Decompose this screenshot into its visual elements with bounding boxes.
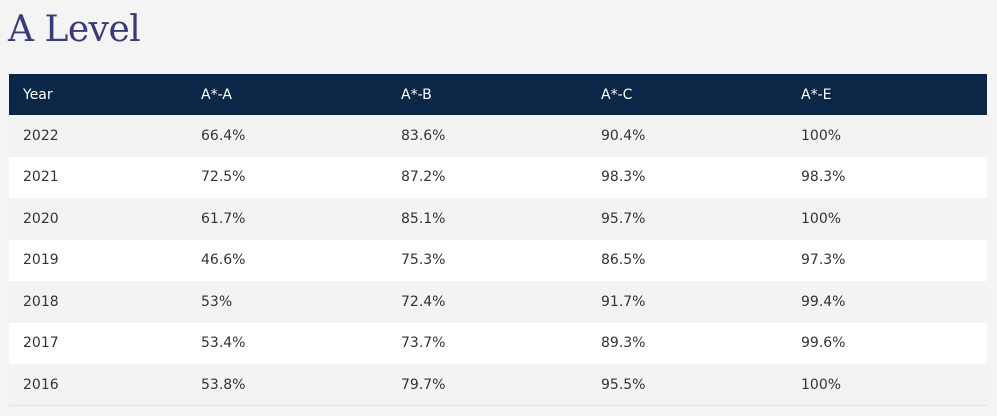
table-row: 2016 53.8% 79.7% 95.5% 100% — [9, 364, 987, 406]
cell-a-star-e: 100% — [801, 210, 842, 227]
cell-year: 2016 — [9, 364, 187, 406]
table-row: 2022 66.4% 83.6% 90.4% 100% — [9, 115, 987, 157]
header-a-star-b: A*-B — [401, 86, 432, 103]
cell-a-star-e: 97.3% — [801, 252, 846, 269]
cell-a-star-a: 53.4% — [201, 335, 246, 352]
cell-a-star-e: 98.3% — [801, 169, 846, 186]
cell-a-star-b: 75.3% — [401, 252, 446, 269]
cell-a-star-b: 83.6% — [401, 127, 446, 144]
cell-a-star-e: 100% — [801, 127, 842, 144]
header-year: Year — [23, 86, 53, 103]
table-body: 2022 66.4% 83.6% 90.4% 100% 2021 72.5% 8… — [9, 115, 987, 406]
cell-a-star-e: 100% — [787, 364, 987, 406]
cell-a-star-c: 98.3% — [601, 169, 646, 186]
cell-a-star-b: 85.1% — [401, 210, 446, 227]
cell-a-star-a: 72.5% — [201, 169, 246, 186]
cell-a-star-c: 95.7% — [601, 210, 646, 227]
cell-year: 2021 — [23, 169, 59, 186]
cell-a-star-e: 99.4% — [801, 293, 846, 310]
table-row: 2018 53% 72.4% 91.7% 99.4% — [9, 281, 987, 323]
cell-year: 2020 — [23, 210, 59, 227]
cell-a-star-b: 87.2% — [401, 169, 446, 186]
cell-a-star-b: 79.7% — [387, 364, 587, 406]
table-row: 2020 61.7% 85.1% 95.7% 100% — [9, 198, 987, 240]
cell-a-star-c: 95.5% — [587, 364, 787, 406]
cell-a-star-a: 53% — [201, 293, 233, 310]
header-a-star-e: A*-E — [801, 86, 832, 103]
cell-a-star-c: 89.3% — [601, 335, 646, 352]
cell-a-star-a: 66.4% — [201, 127, 246, 144]
cell-year: 2017 — [23, 335, 59, 352]
table-row: 2019 46.6% 75.3% 86.5% 97.3% — [9, 239, 987, 281]
cell-a-star-a: 53.8% — [187, 364, 387, 406]
cell-year: 2019 — [23, 252, 59, 269]
header-a-star-c: A*-C — [601, 86, 633, 103]
cell-year: 2022 — [23, 127, 59, 144]
cell-a-star-c: 86.5% — [601, 252, 646, 269]
header-a-star-a: A*-A — [201, 86, 232, 103]
cell-a-star-b: 73.7% — [401, 335, 446, 352]
cell-a-star-e: 99.6% — [801, 335, 846, 352]
results-table: Year A*-A A*-B A*-C A*-E 2022 66.4% 83.6… — [9, 74, 987, 406]
table-row: 2017 53.4% 73.7% 89.3% 99.6% — [9, 322, 987, 364]
cell-a-star-b: 72.4% — [401, 293, 446, 310]
page-title: A Level — [8, 9, 141, 50]
cell-a-star-c: 91.7% — [601, 293, 646, 310]
header-row: Year A*-A A*-B A*-C A*-E — [9, 74, 987, 115]
cell-year: 2018 — [23, 293, 59, 310]
cell-a-star-c: 90.4% — [601, 127, 646, 144]
cell-a-star-a: 61.7% — [201, 210, 246, 227]
cell-a-star-a: 46.6% — [201, 252, 246, 269]
table-header: Year A*-A A*-B A*-C A*-E — [9, 74, 987, 115]
table-row: 2021 72.5% 87.2% 98.3% 98.3% — [9, 156, 987, 198]
